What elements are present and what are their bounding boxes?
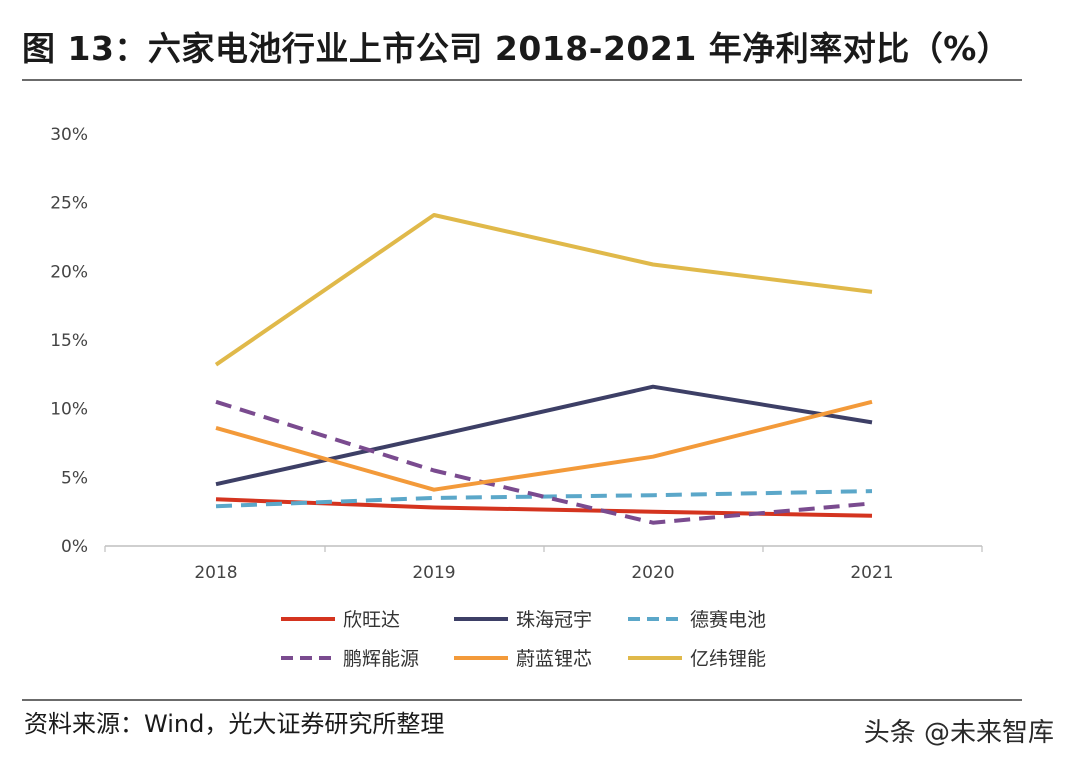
figure-title: 图 13：六家电池行业上市公司 2018-2021 年净利率对比（%） [22, 29, 1011, 68]
y-tick-label: 25% [50, 194, 88, 214]
legend-item: 亿纬锂能 [628, 648, 766, 670]
y-tick-label: 20% [50, 262, 88, 282]
legend-label: 亿纬锂能 [690, 648, 766, 670]
legend-item: 蔚蓝锂芯 [454, 648, 592, 670]
x-tick-label: 2018 [194, 563, 237, 583]
legend-item: 鹏辉能源 [281, 648, 419, 670]
legend-label: 蔚蓝锂芯 [516, 648, 592, 670]
series-line-5 [215, 399, 873, 492]
source-note: 资料来源：Wind，光大证券研究所整理 [24, 710, 445, 738]
y-tick-label: 10% [50, 400, 88, 420]
legend-label: 德赛电池 [690, 609, 766, 631]
line-chart: 0% 5% 10% 15% 20% 25% 30% 2018 2019 2020 2021 欣旺达 珠… [50, 125, 983, 670]
x-tick-label: 2019 [412, 563, 455, 583]
legend-item: 欣旺达 [281, 609, 400, 631]
series-line-4 [215, 399, 873, 525]
y-tick-label: 15% [50, 331, 88, 351]
y-tick-label: 30% [50, 125, 88, 145]
x-tick-label: 2020 [631, 563, 674, 583]
chart-axes: 0% 5% 10% 15% 20% 25% 30% 2018 2019 2020 2021 [50, 125, 983, 583]
watermark-text: 头条 @未来智库 [863, 718, 1054, 748]
series-line-3 [215, 489, 873, 509]
series-line-6 [214, 213, 873, 367]
watermark: 头条 @未来智库 [864, 712, 1054, 749]
x-tick-label: 2021 [850, 563, 893, 583]
legend-item: 珠海冠宇 [454, 609, 592, 631]
legend-label: 鹏辉能源 [343, 648, 419, 670]
chart-series [214, 213, 873, 525]
series-line-1 [215, 497, 873, 518]
source-divider [22, 699, 1022, 701]
legend-item: 德赛电池 [628, 609, 766, 631]
legend-label: 欣旺达 [343, 609, 400, 631]
series-line-2 [215, 384, 873, 487]
y-tick-label: 0% [61, 537, 88, 557]
legend-label: 珠海冠宇 [516, 609, 592, 631]
title-divider [22, 79, 1022, 81]
y-tick-label: 5% [61, 468, 88, 488]
